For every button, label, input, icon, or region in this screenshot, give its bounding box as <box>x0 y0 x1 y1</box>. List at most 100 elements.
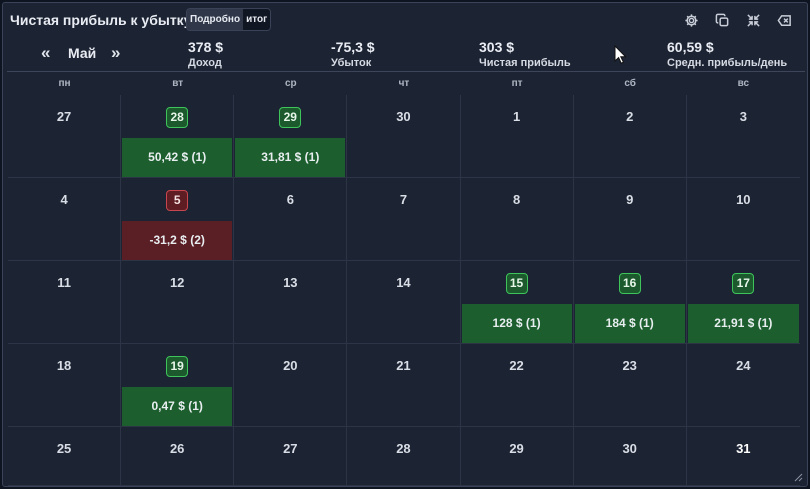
net-profit-value: 303 $ <box>479 39 515 55</box>
day-number: 27 <box>56 109 72 124</box>
weekday-label: ср <box>284 78 297 89</box>
calendar-day-cell[interactable]: 15 128 $ (1) <box>460 261 574 344</box>
calendar-day-cell[interactable]: 10 <box>686 178 800 261</box>
loss-stat: -75,3 $ Убыток <box>331 39 375 70</box>
toggle-total-button[interactable]: итог <box>243 9 271 30</box>
settings-icon[interactable] <box>682 11 700 29</box>
day-number: 26 <box>169 441 185 456</box>
day-number: 30 <box>396 109 411 124</box>
day-number: 29 <box>509 441 524 456</box>
summary-divider <box>7 71 805 72</box>
profit-block: 128 $ (1) <box>461 304 572 343</box>
calendar-day-cell[interactable]: 29 31,81 $ (1) <box>234 95 348 178</box>
calendar-day-cell[interactable]: 16 184 $ (1) <box>573 261 687 344</box>
day-number: 1 <box>512 109 521 124</box>
profit-block: 21,91 $ (1) <box>687 304 799 343</box>
avg-profit-value: 60,59 $ <box>667 39 714 55</box>
calendar-day-cell[interactable]: 23 <box>573 344 687 427</box>
next-month-button[interactable]: » <box>111 43 121 62</box>
calendar-day-cell[interactable]: 22 <box>460 344 574 427</box>
loss-label: Убыток <box>331 57 372 69</box>
weekday-label: пт <box>511 78 523 89</box>
weekday-header: пн вт ср чт пт сб вс <box>8 72 800 95</box>
view-toggle[interactable]: Подробно итог <box>186 8 272 31</box>
day-number: 20 <box>283 358 298 373</box>
calendar-day-cell[interactable]: 13 <box>234 261 348 344</box>
calendar-day-cell[interactable]: 11 <box>8 261 122 344</box>
profit-block: 184 $ (1) <box>574 304 685 343</box>
income-label: Доход <box>188 57 222 69</box>
resize-grip-icon[interactable] <box>794 473 803 482</box>
title-bar: Чистая прибыль к убытку Подробно итог <box>3 3 807 37</box>
day-number: 2 <box>626 109 634 124</box>
day-number: 28 <box>396 441 411 456</box>
calendar-day-cell[interactable]: 12 <box>121 261 235 344</box>
day-number: 14 <box>396 275 411 290</box>
calendar-day-cell[interactable]: 14 <box>347 261 461 344</box>
day-number-badge: 15 <box>505 273 528 294</box>
day-number: 3 <box>739 109 747 124</box>
calendar-day-cell[interactable]: 4 <box>8 178 122 261</box>
copy-icon[interactable] <box>713 11 731 29</box>
calendar-day-cell[interactable]: 6 <box>234 178 348 261</box>
weekday-label: чт <box>398 78 410 89</box>
calendar-day-cell[interactable]: 30 <box>573 427 687 486</box>
day-number: 23 <box>622 358 637 373</box>
calendar-day-cell[interactable]: 25 <box>8 427 122 486</box>
income-stat: 378 $ Доход <box>188 39 223 70</box>
calendar-day-cell[interactable]: 9 <box>573 178 687 261</box>
calendar-day-cell[interactable]: 19 0,47 $ (1) <box>121 344 235 427</box>
calendar-grid: 27 28 50,42 $ (1) 29 31,81 $ (1) 30 1 2 3 4 5 -31,2… <box>8 95 800 486</box>
day-number: 12 <box>169 275 185 290</box>
calendar-day-cell[interactable]: 28 50,42 $ (1) <box>121 95 235 178</box>
close-icon[interactable] <box>775 11 793 29</box>
loss-value: -75,3 $ <box>331 39 375 55</box>
calendar-day-cell[interactable]: 17 21,91 $ (1) <box>686 261 800 344</box>
net-profit-stat: 303 $ Чистая прибыль <box>479 39 571 70</box>
day-number: 18 <box>56 358 72 373</box>
day-number: 6 <box>286 192 294 207</box>
day-number: 11 <box>57 275 71 290</box>
calendar-day-cell[interactable]: 21 <box>347 344 461 427</box>
collapse-icon[interactable] <box>744 11 762 29</box>
day-number: 10 <box>736 192 751 207</box>
weekday-label: вт <box>172 78 184 89</box>
income-value: 378 $ <box>188 39 224 55</box>
window-tools <box>682 11 793 29</box>
calendar-day-cell[interactable]: 24 <box>686 344 800 427</box>
day-number: 24 <box>736 358 751 373</box>
day-number-badge: 16 <box>618 273 641 294</box>
calendar-day-cell[interactable]: 20 <box>234 344 348 427</box>
day-number: 4 <box>60 192 68 207</box>
calendar-day-cell[interactable]: 31 <box>686 427 800 486</box>
day-number-badge: 28 <box>166 107 189 128</box>
calendar-day-cell[interactable]: 7 <box>347 178 461 261</box>
profit-block: 0,47 $ (1) <box>122 387 233 426</box>
calendar-day-cell[interactable]: 29 <box>460 427 574 486</box>
day-number: 22 <box>509 358 524 373</box>
day-number: 25 <box>56 441 72 456</box>
weekday-label: сб <box>624 78 636 89</box>
calendar-day-cell[interactable]: 3 <box>686 95 800 178</box>
calendar-day-cell[interactable]: 26 <box>121 427 235 486</box>
calendar-day-cell[interactable]: 27 <box>234 427 348 486</box>
widget-title: Чистая прибыль к убытку <box>10 12 192 28</box>
avg-profit-stat: 60,59 $ Средн. прибыль/день <box>667 39 787 70</box>
day-number: 9 <box>626 192 634 207</box>
loss-block: -31,2 $ (2) <box>122 221 233 260</box>
toggle-detailed-button[interactable]: Подробно <box>187 9 244 30</box>
calendar-day-cell[interactable]: 18 <box>8 344 122 427</box>
day-number: 8 <box>512 192 521 207</box>
calendar-day-cell[interactable]: 5 -31,2 $ (2) <box>121 178 235 261</box>
calendar-day-cell[interactable]: 8 <box>460 178 574 261</box>
calendar-day-cell[interactable]: 28 <box>347 427 461 486</box>
calendar-day-cell[interactable]: 30 <box>347 95 461 178</box>
prev-month-button[interactable]: « <box>41 43 51 62</box>
day-number: 13 <box>283 275 298 290</box>
day-number-badge: 19 <box>166 356 189 377</box>
profit-block: 50,42 $ (1) <box>122 138 233 177</box>
calendar-day-cell[interactable]: 1 <box>460 95 574 178</box>
calendar-day-cell[interactable]: 27 <box>8 95 122 178</box>
calendar-day-cell[interactable]: 2 <box>573 95 687 178</box>
